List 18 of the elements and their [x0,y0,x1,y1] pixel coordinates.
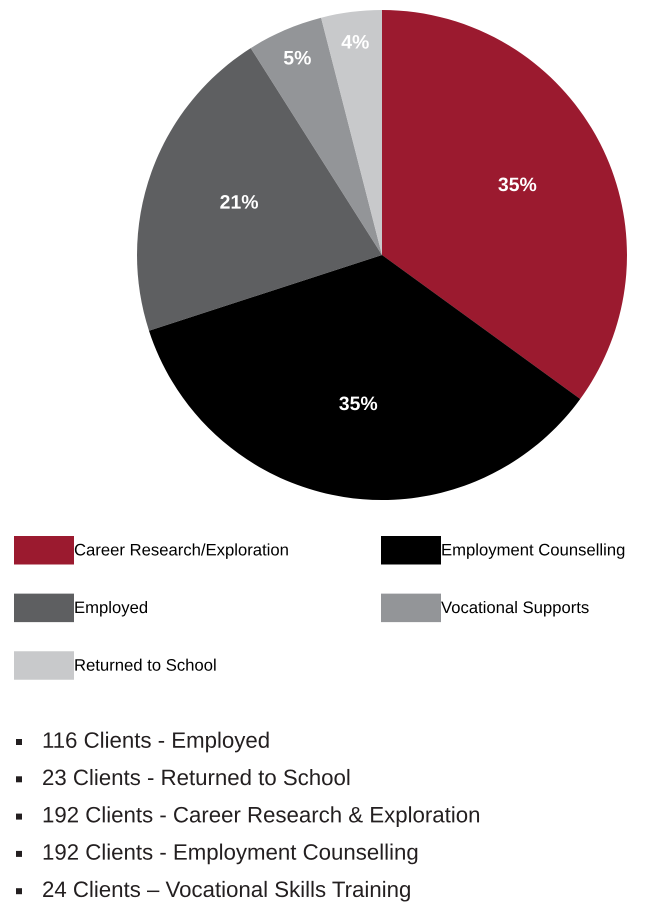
legend-label: Employment Counselling [442,543,624,559]
legend-label: Career Research/Exploration [74,543,288,559]
data-label: 35% [498,177,536,192]
text: 192 Clients - Employment Counselling [44,844,418,864]
pie-slice [148,255,580,500]
data-label: 21% [220,194,258,209]
text: 192 Clients - Career Research & Exploration [44,806,480,827]
legend-label: Returned to School [75,658,216,671]
text: 23 Clients - Returned to School [43,768,350,786]
pie-slice [382,10,627,400]
data-label: 5% [284,50,311,65]
text: 116 Clients - Employed [44,732,269,752]
text: 24 Clients – Vocational Skills Training [43,880,410,902]
pie-slice [321,10,382,255]
pie-slice [137,48,382,331]
data-label: 35% [339,396,378,410]
legend-label: Employed [75,600,148,616]
legend-label: Vocational Supports [441,600,589,616]
